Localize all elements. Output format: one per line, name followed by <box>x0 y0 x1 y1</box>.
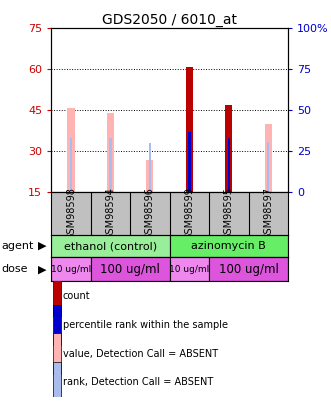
Bar <box>51 257 91 281</box>
Text: 10 ug/ml: 10 ug/ml <box>169 265 210 274</box>
Bar <box>225 105 232 192</box>
Text: azinomycin B: azinomycin B <box>191 241 266 251</box>
Bar <box>267 141 269 192</box>
Bar <box>53 362 61 403</box>
Bar <box>107 113 114 192</box>
Text: count: count <box>63 291 90 301</box>
Bar <box>265 124 272 192</box>
Text: 10 ug/ml: 10 ug/ml <box>51 265 91 274</box>
Bar <box>186 66 193 192</box>
Bar <box>188 132 191 192</box>
Text: GSM98596: GSM98596 <box>145 187 155 240</box>
Bar <box>53 333 61 374</box>
Bar <box>53 305 61 345</box>
Text: percentile rank within the sample: percentile rank within the sample <box>63 320 228 330</box>
Bar <box>91 257 169 281</box>
Title: GDS2050 / 6010_at: GDS2050 / 6010_at <box>102 13 237 27</box>
Bar <box>109 138 112 192</box>
Text: ▶: ▶ <box>38 264 47 274</box>
Text: ethanol (control): ethanol (control) <box>64 241 157 251</box>
Bar <box>146 160 154 192</box>
Bar <box>169 257 209 281</box>
Text: agent: agent <box>2 241 34 251</box>
Bar <box>53 276 61 316</box>
Bar <box>68 108 74 192</box>
Bar <box>51 235 169 257</box>
Bar <box>169 235 288 257</box>
Bar <box>70 138 72 192</box>
Text: GSM98599: GSM98599 <box>184 187 194 240</box>
Text: dose: dose <box>2 264 28 274</box>
Text: rank, Detection Call = ABSENT: rank, Detection Call = ABSENT <box>63 377 213 388</box>
Text: GSM98595: GSM98595 <box>224 187 234 240</box>
Text: ▶: ▶ <box>38 241 47 251</box>
Bar <box>149 143 151 192</box>
Bar <box>228 138 230 192</box>
Text: GSM98594: GSM98594 <box>106 187 116 240</box>
Text: 100 ug/ml: 100 ug/ml <box>218 263 278 276</box>
Text: GSM98598: GSM98598 <box>66 187 76 240</box>
Text: GSM98597: GSM98597 <box>263 187 273 240</box>
Text: value, Detection Call = ABSENT: value, Detection Call = ABSENT <box>63 349 218 358</box>
Bar <box>209 257 288 281</box>
Text: 100 ug/ml: 100 ug/ml <box>100 263 160 276</box>
